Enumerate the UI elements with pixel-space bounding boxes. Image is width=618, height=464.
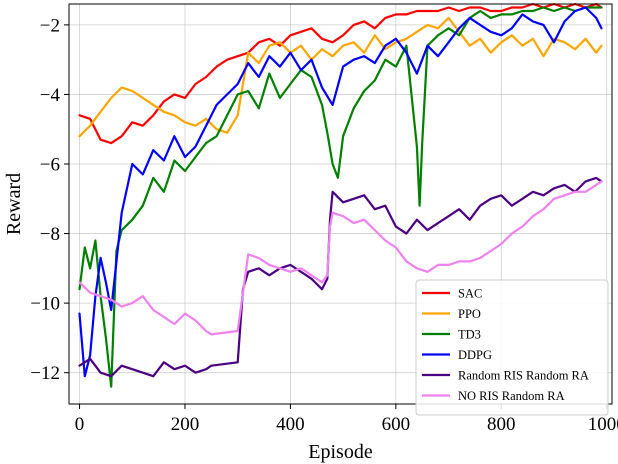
- legend-box: [415, 279, 609, 416]
- legend-label-ppo: PPO: [458, 307, 481, 321]
- x-tick-label: 400: [276, 414, 305, 435]
- y-tick-label: −2: [40, 15, 60, 36]
- x-tick-label: 600: [382, 414, 411, 435]
- plot-frame: [68, 3, 613, 405]
- x-tick-label: 0: [75, 414, 85, 435]
- x-tick-label: 800: [487, 414, 516, 435]
- series-line-td3: [78, 6, 603, 388]
- x-axis-title: Episode: [308, 441, 373, 463]
- y-axis-title: Reward: [3, 173, 25, 235]
- y-tick-label: −6: [40, 155, 60, 176]
- series-line-ppo: [78, 16, 603, 138]
- grid: [69, 4, 612, 404]
- y-tick-label: −10: [30, 294, 60, 315]
- legend-label-random-ris-random-ra: Random RIS Random RA: [458, 369, 589, 383]
- series-line-ddpg: [78, 6, 603, 378]
- x-tick-label: 1000: [588, 414, 618, 435]
- x-tick-label: 200: [171, 414, 200, 435]
- legend-label-sac: SAC: [458, 287, 482, 301]
- axis-ticks: 0 200 400 600 800 1000 −12 −10 −8 −6 −4 −2: [30, 15, 618, 435]
- y-tick-label: −4: [40, 85, 61, 106]
- y-tick-label: −12: [30, 363, 60, 384]
- series-line-sac: [78, 2, 603, 145]
- legend: SAC PPO TD3 DDPG Random RIS Random RA NO RIS …: [415, 279, 609, 416]
- y-tick-label: −8: [40, 224, 60, 245]
- series-line-random-ris-random-ra: [78, 176, 603, 378]
- series-line-no-ris-random-ra: [78, 180, 603, 336]
- legend-label-ddpg: DDPG: [458, 348, 492, 362]
- legend-label-td3: TD3: [458, 328, 481, 342]
- legend-label-no-ris-random-ra: NO RIS Random RA: [458, 389, 565, 403]
- plot-lines: [78, 2, 603, 388]
